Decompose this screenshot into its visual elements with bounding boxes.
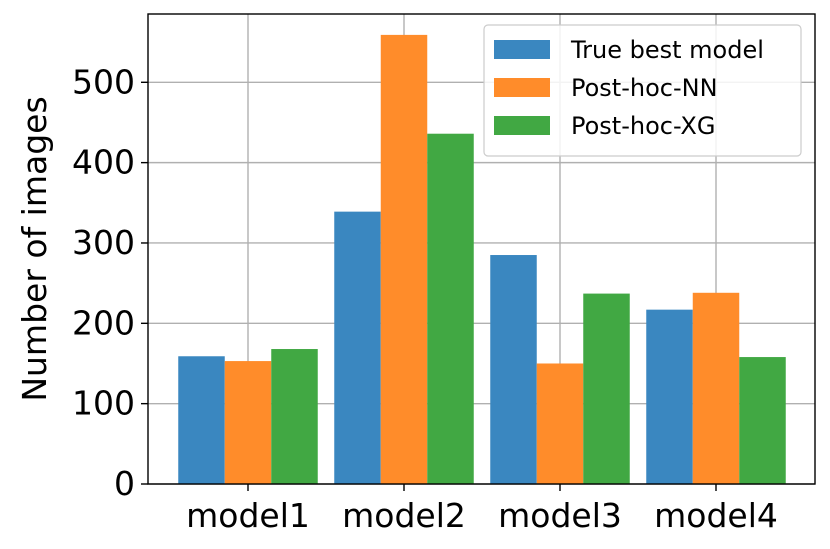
y-tick-label: 100 — [72, 384, 135, 423]
y-tick-label: 500 — [72, 62, 135, 101]
legend-swatch-3 — [494, 116, 550, 135]
x-tick-label-model4: model4 — [654, 496, 778, 535]
axes-frame — [147, 13, 816, 485]
bar-model1-series-3 — [271, 349, 318, 484]
y-tick-label: 0 — [114, 464, 135, 503]
legend-box — [483, 24, 802, 157]
x-axis-ticks: model1 model2 model3 model4 — [186, 484, 778, 535]
x-tick-label-model3: model3 — [498, 496, 622, 535]
bar-model2-series-2 — [380, 34, 428, 485]
y-axis-label: Number of images — [15, 96, 54, 401]
y-axis-ticks: 0 100 200 300 400 500 — [72, 62, 148, 503]
bar-model1-series-2 — [224, 361, 272, 484]
bar-model3-series-1 — [490, 255, 537, 484]
bar-model4-series-1 — [646, 309, 693, 484]
bar-model1-series-1 — [178, 356, 225, 484]
x-tick-label-model2: model2 — [342, 496, 466, 535]
legend-label-1: True best model — [570, 36, 764, 64]
y-tick-label: 300 — [72, 223, 135, 262]
bar-model4-series-3 — [739, 357, 786, 484]
legend: True best model Post-hoc-NN Post-hoc-XG — [483, 24, 802, 157]
bar-model2-series-1 — [334, 211, 381, 484]
bar-model3-series-2 — [536, 363, 584, 484]
bar-model2-series-3 — [427, 133, 474, 484]
bar-model3-series-3 — [583, 293, 630, 484]
legend-label-3: Post-hoc-XG — [571, 112, 715, 140]
bars — [178, 34, 786, 485]
x-tick-label-model1: model1 — [186, 496, 310, 535]
legend-label-2: Post-hoc-NN — [571, 74, 718, 102]
y-tick-label: 400 — [72, 143, 135, 182]
bar-model4-series-2 — [692, 292, 740, 484]
y-tick-label: 200 — [72, 303, 135, 342]
legend-swatch-2 — [494, 78, 550, 97]
legend-swatch-1 — [494, 40, 550, 59]
